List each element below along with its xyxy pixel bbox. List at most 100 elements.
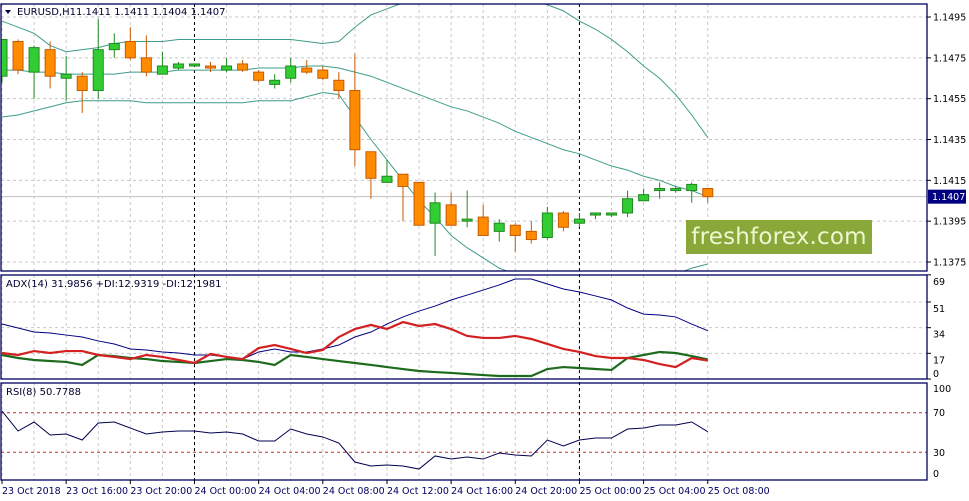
- panel-border: [0, 274, 928, 380]
- candle[interactable]: [397, 173, 409, 222]
- adx-panel[interactable]: [1, 278, 708, 378]
- candle-body: [301, 67, 313, 73]
- candle[interactable]: [365, 151, 377, 199]
- candle[interactable]: [140, 35, 152, 77]
- minus-di-line: [1, 320, 708, 369]
- candle-body: [12, 41, 24, 71]
- candle[interactable]: [654, 182, 666, 199]
- candle[interactable]: [349, 53, 361, 167]
- rsi-axis-label: 0: [933, 469, 939, 480]
- price-axis-label: 1.1435: [933, 135, 966, 146]
- candle[interactable]: [573, 213, 585, 228]
- time-axis-label: 24 Oct 00:00: [194, 486, 256, 497]
- rsi-axis-label: 70: [933, 408, 945, 419]
- candle-body: [221, 65, 233, 71]
- candle-body: [381, 175, 393, 183]
- candle[interactable]: [76, 72, 88, 113]
- adx-axis-label: 69: [933, 277, 945, 288]
- candle[interactable]: [188, 63, 200, 67]
- candle-body: [124, 41, 136, 59]
- adx-title: ADX(14) 31.9856 +DI:12.9319 -DI:12.1981: [6, 279, 222, 290]
- candle[interactable]: [44, 41, 56, 89]
- rsi-panel[interactable]: [1, 410, 709, 470]
- candle[interactable]: [381, 159, 393, 183]
- price-axis-label: 1.1475: [933, 53, 966, 64]
- current-price-label: 1.1407: [932, 192, 965, 203]
- candle-body: [333, 79, 345, 92]
- candle-body: [413, 181, 425, 226]
- ohlc-label: 1.1411 1.1411 1.1404 1.1407: [76, 7, 226, 18]
- candle[interactable]: [557, 210, 569, 232]
- candle-body: [92, 49, 104, 92]
- candle[interactable]: [221, 57, 233, 73]
- candle[interactable]: [172, 61, 184, 71]
- candle[interactable]: [108, 33, 120, 58]
- candle[interactable]: [413, 181, 425, 226]
- candle-body: [525, 230, 537, 241]
- candle[interactable]: [622, 190, 634, 218]
- price-axis-label: 1.1495: [933, 13, 966, 24]
- candle[interactable]: [156, 51, 168, 75]
- candle-body: [654, 188, 666, 192]
- candle[interactable]: [686, 182, 698, 203]
- candle[interactable]: [670, 186, 682, 193]
- candle[interactable]: [509, 223, 521, 252]
- candle[interactable]: [702, 188, 714, 203]
- candle[interactable]: [253, 70, 265, 83]
- candle-body: [188, 63, 200, 67]
- candle[interactable]: [269, 74, 281, 89]
- rsi-axis-label: 100: [933, 384, 951, 395]
- candle[interactable]: [541, 206, 553, 240]
- candle[interactable]: [0, 38, 8, 83]
- candle-body: [156, 65, 168, 75]
- candle-body: [28, 47, 40, 73]
- symbol-label: EURUSD,H1: [17, 7, 76, 18]
- current-price-tag: [928, 189, 966, 204]
- adx-axis-label: 51: [933, 304, 945, 315]
- candle[interactable]: [301, 59, 313, 75]
- time-axis-label: 23 Oct 20:00: [130, 486, 192, 497]
- time-axis-label: 24 Oct 12:00: [387, 486, 449, 497]
- candle[interactable]: [589, 212, 601, 220]
- time-axis-label: 24 Oct 20:00: [515, 486, 577, 497]
- candle[interactable]: [317, 66, 329, 81]
- price-panel[interactable]: [0, 0, 927, 287]
- candle[interactable]: [285, 57, 297, 83]
- candle[interactable]: [28, 45, 40, 99]
- time-axis-label: 25 Oct 08:00: [708, 486, 770, 497]
- candle[interactable]: [12, 39, 24, 75]
- adx-line: [1, 278, 708, 360]
- time-axis-label: 25 Oct 00:00: [579, 486, 641, 497]
- candle-body: [1, 38, 8, 77]
- triangle-down-icon[interactable]: [5, 10, 11, 14]
- candle[interactable]: [92, 19, 104, 99]
- rsi-title: RSI(8) 50.7788: [6, 387, 81, 398]
- adx-axis-label: 17: [933, 355, 945, 366]
- adx-axis-label: 0: [933, 369, 939, 380]
- candle[interactable]: [205, 61, 217, 73]
- candle[interactable]: [493, 219, 505, 242]
- candle-body: [589, 212, 601, 216]
- panel-frames: [0, 3, 928, 481]
- candle[interactable]: [237, 59, 249, 73]
- axes: 1.1495 1.1475 1.1455 1.1435 1.1415 1.1395 1.13…: [1, 13, 966, 497]
- candle[interactable]: [477, 204, 489, 236]
- candle[interactable]: [445, 192, 457, 226]
- freshforex-logo: freshforex.com: [686, 220, 872, 254]
- adx-axis-label: 34: [933, 330, 945, 341]
- candle[interactable]: [124, 27, 136, 60]
- candle[interactable]: [525, 221, 537, 244]
- candle[interactable]: [461, 190, 473, 228]
- candle[interactable]: [638, 188, 650, 202]
- price-axis-label: 1.1455: [933, 94, 966, 105]
- candle[interactable]: [429, 192, 441, 256]
- candle[interactable]: [60, 55, 72, 101]
- candle[interactable]: [606, 212, 618, 218]
- time-axis-label: 25 Oct 04:00: [644, 486, 706, 497]
- price-axis-label: 1.1395: [933, 217, 966, 228]
- candle-body: [686, 183, 698, 192]
- rsi-line: [1, 410, 709, 470]
- candle[interactable]: [333, 72, 345, 99]
- candle-body: [205, 65, 217, 69]
